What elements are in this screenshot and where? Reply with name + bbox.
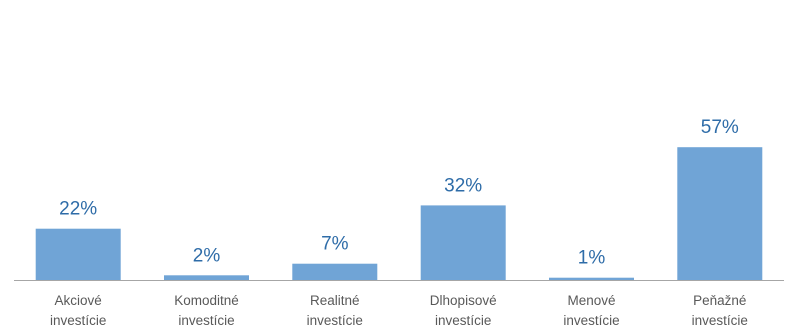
bar-1 bbox=[35, 228, 121, 280]
category-label-5-line-1: Menové bbox=[567, 293, 615, 308]
category-label-2-line-2: investície bbox=[178, 313, 234, 328]
bar-6 bbox=[677, 147, 763, 280]
category-label-4-line-1: Dlhopisové bbox=[430, 293, 497, 308]
bars-group bbox=[35, 147, 763, 280]
value-label-6: 57% bbox=[701, 117, 739, 138]
category-label-1-line-1: Akciové bbox=[55, 293, 102, 308]
bar-3 bbox=[292, 263, 378, 280]
category-label-6-line-2: investície bbox=[692, 313, 748, 328]
bar-5 bbox=[549, 277, 634, 280]
category-label-5-line-2: investície bbox=[563, 313, 619, 328]
category-labels-group: Akciové investície Komoditné investície Real… bbox=[50, 293, 748, 328]
category-label-3-line-2: investície bbox=[307, 313, 363, 328]
category-label-4-line-2: investície bbox=[435, 313, 491, 328]
value-labels-group: 22% 2% 7% 32% 1% 57% bbox=[59, 117, 739, 269]
category-label-3-line-1: Realitné bbox=[310, 293, 360, 308]
bar-4 bbox=[420, 205, 506, 280]
category-label-6-line-1: Peňažné bbox=[693, 293, 746, 308]
value-label-3: 7% bbox=[321, 234, 349, 255]
value-label-5: 1% bbox=[578, 248, 606, 269]
category-label-2-line-1: Komoditné bbox=[174, 293, 239, 308]
value-label-2: 2% bbox=[193, 245, 221, 266]
bar-2 bbox=[164, 275, 249, 280]
category-label-1-line-2: investície bbox=[50, 313, 106, 328]
value-label-1: 22% bbox=[59, 199, 97, 220]
value-label-4: 32% bbox=[444, 175, 482, 196]
